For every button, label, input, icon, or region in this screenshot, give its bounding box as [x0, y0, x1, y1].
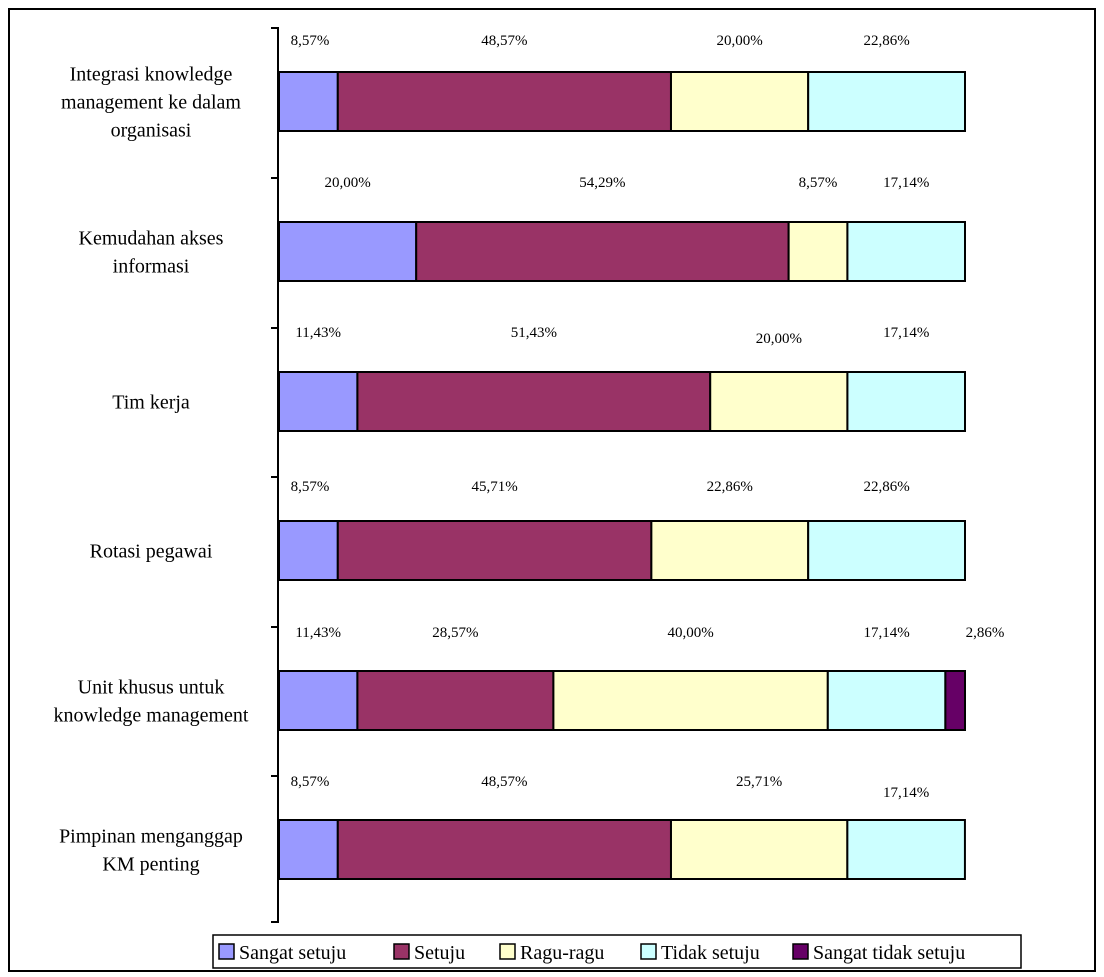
bar-segment [278, 221, 418, 282]
bar-segment [669, 819, 849, 880]
legend-label: Ragu-ragu [520, 942, 604, 964]
bar-segment [336, 71, 672, 132]
legend: Sangat setuju Setuju Ragu-ragu Tidak setuju… [212, 934, 1022, 969]
data-label: 17,14% [883, 785, 929, 801]
bar-segment [846, 819, 966, 880]
data-label: 11,43% [295, 625, 341, 641]
data-label: 28,57% [432, 625, 478, 641]
data-label: 48,57% [481, 774, 527, 790]
category-label: knowledge management [54, 705, 249, 727]
data-label: 8,57% [799, 175, 838, 191]
legend-swatch [499, 943, 516, 960]
legend-label: Setuju [414, 942, 465, 964]
category-label: Tim kerja [112, 392, 190, 414]
data-label: 8,57% [291, 479, 330, 495]
bar-segment [669, 71, 810, 132]
data-label: 17,14% [863, 625, 909, 641]
bar-segment [552, 670, 829, 731]
axis-ticks [271, 27, 279, 923]
legend-label: Sangat setuju [239, 942, 346, 964]
bar-segment [336, 819, 672, 880]
bar-segment [278, 520, 339, 581]
bar-segment [278, 71, 339, 132]
legend-swatch [792, 943, 809, 960]
data-label: 8,57% [291, 774, 330, 790]
data-label: 54,29% [579, 175, 625, 191]
legend-label: Tidak setuju [661, 942, 760, 964]
legend-swatch [640, 943, 657, 960]
data-label: 2,86% [966, 625, 1005, 641]
data-label: 22,86% [707, 479, 753, 495]
category-label: Pimpinan menganggap [59, 826, 243, 848]
category-label: informasi [113, 256, 190, 278]
data-label: 51,43% [511, 325, 557, 341]
bar-segment [846, 371, 967, 432]
category-labels-group: Integrasi knowledge management ke dalam or… [54, 64, 249, 876]
bar-segment [787, 221, 849, 282]
data-label: 45,71% [471, 479, 517, 495]
category-label: Kemudahan akses [79, 228, 224, 250]
bar-segment [278, 371, 359, 432]
bar-segment [356, 371, 712, 432]
chart-border [8, 8, 1096, 972]
data-label: 11,43% [295, 325, 341, 341]
data-label: 25,71% [736, 774, 782, 790]
bar-segment [278, 670, 359, 731]
data-label: 20,00% [716, 33, 762, 49]
bar-segment [807, 520, 967, 581]
category-label: Rotasi pegawai [90, 541, 213, 563]
bar-segment [336, 520, 653, 581]
data-label: 17,14% [883, 325, 929, 341]
category-label: KM penting [102, 854, 199, 876]
bars-group [278, 71, 967, 880]
bar-segment [807, 71, 967, 132]
category-label: organisasi [111, 120, 192, 142]
legend-swatch [393, 943, 410, 960]
bar-segment [846, 221, 967, 282]
data-label: 22,86% [863, 479, 909, 495]
bar-segment [650, 520, 810, 581]
legend-label: Sangat tidak setuju [813, 942, 965, 964]
bar-segment [356, 670, 555, 731]
legend-box [212, 934, 1022, 969]
category-label: Integrasi knowledge [70, 64, 233, 86]
data-labels-group: 8,57% 48,57% 20,00% 22,86% 20,00% 54,29% 8,57%… [291, 33, 1005, 801]
data-label: 48,57% [481, 33, 527, 49]
category-label: management ke dalam [61, 92, 241, 114]
bar-segment [278, 819, 339, 880]
data-label: 22,86% [863, 33, 909, 49]
bar-segment [415, 221, 790, 282]
data-label: 20,00% [756, 331, 802, 347]
data-label: 20,00% [324, 175, 370, 191]
bar-segment [826, 670, 947, 731]
category-label: Unit khusus untuk [78, 677, 225, 699]
legend-swatch [218, 943, 235, 960]
bar-segment [944, 670, 966, 731]
bar-segment [709, 371, 849, 432]
data-label: 17,14% [883, 175, 929, 191]
data-label: 8,57% [291, 33, 330, 49]
data-label: 40,00% [667, 625, 713, 641]
